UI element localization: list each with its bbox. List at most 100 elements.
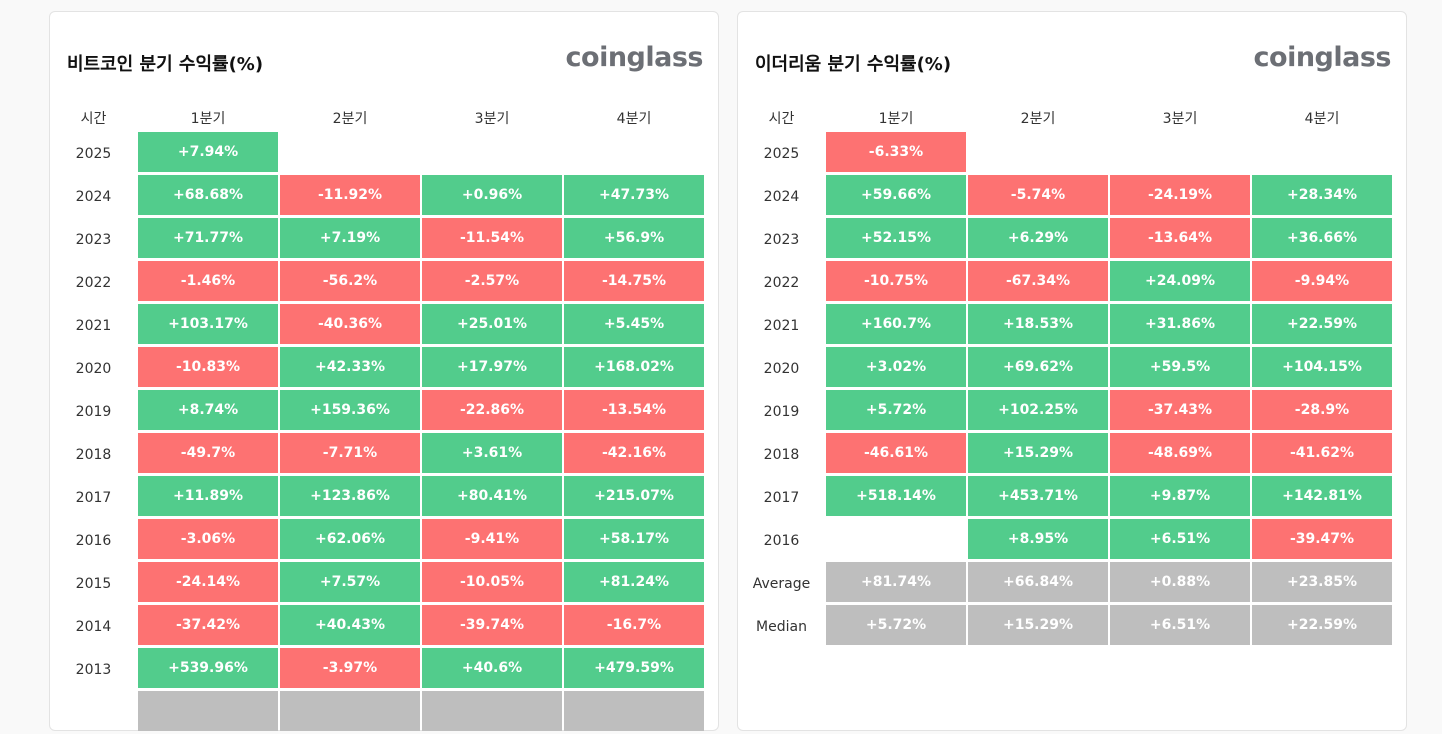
return-cell: +6.51% — [1110, 519, 1250, 559]
row-label: 2022 — [75, 274, 112, 291]
return-cell: -11.54% — [422, 218, 562, 258]
return-cell: +81.24% — [564, 562, 704, 602]
return-cell: -11.92% — [280, 175, 420, 215]
table-row: 2024 +68.68% -11.92% +0.96% +47.73% — [50, 175, 705, 218]
return-cell: -6.33% — [826, 132, 966, 172]
return-cell: +22.59% — [1252, 304, 1392, 344]
return-cell: +160.7% — [826, 304, 966, 344]
coinglass-logo: coinglass — [1253, 42, 1392, 73]
return-cell: +47.73% — [564, 175, 704, 215]
return-cell — [422, 132, 562, 172]
table-row: 2015 -24.14% +7.57% -10.05% +81.24% — [50, 562, 705, 605]
return-cell: -14.75% — [564, 261, 704, 301]
return-cell: +52.15% — [826, 218, 966, 258]
return-cell: -3.97% — [280, 648, 420, 688]
column-header: 시간 — [768, 111, 795, 127]
return-cell: -10.83% — [138, 347, 278, 387]
return-cell: +6.29% — [968, 218, 1108, 258]
return-cell: -67.34% — [968, 261, 1108, 301]
return-cell: +168.02% — [564, 347, 704, 387]
return-cell: +7.57% — [280, 562, 420, 602]
return-cell: +7.19% — [280, 218, 420, 258]
return-cell: +159.36% — [280, 390, 420, 430]
return-cell: +71.77% — [138, 218, 278, 258]
column-header: 2분기 — [332, 111, 368, 127]
return-cell: +5.72% — [826, 390, 966, 430]
return-cell — [280, 132, 420, 172]
row-label: 2022 — [763, 274, 800, 291]
table-row: 2024 +59.66% -5.74% -24.19% +28.34% — [738, 175, 1393, 218]
table-row: 2018 -49.7% -7.71% +3.61% -42.16% — [50, 433, 705, 476]
column-header: 2분기 — [1020, 111, 1056, 127]
return-cell: +36.66% — [1252, 218, 1392, 258]
table-row: 2018 -46.61% +15.29% -48.69% -41.62% — [738, 433, 1393, 476]
return-cell: -41.62% — [1252, 433, 1392, 473]
panel-title: 이더리움 분기 수익률(%) — [755, 54, 952, 75]
return-cell: +23.85% — [1252, 562, 1392, 602]
return-cell: -24.19% — [1110, 175, 1250, 215]
return-cell: -13.54% — [564, 390, 704, 430]
return-cell: +15.29% — [968, 433, 1108, 473]
return-cell — [138, 691, 278, 731]
row-label: 2021 — [75, 317, 112, 334]
return-cell: +40.43% — [280, 605, 420, 645]
table-row: 2014 -37.42% +40.43% -39.74% -16.7% — [50, 605, 705, 648]
header-row: 시간 1분기 2분기 3분기 4분기 — [738, 104, 1393, 132]
row-label: 2013 — [75, 661, 112, 678]
return-cell: +66.84% — [968, 562, 1108, 602]
column-header: 4분기 — [1304, 111, 1340, 127]
table-row: 2016 +8.95% +6.51% -39.47% — [738, 519, 1393, 562]
table-row: 2020 -10.83% +42.33% +17.97% +168.02% — [50, 347, 705, 390]
return-cell: +9.87% — [1110, 476, 1250, 516]
return-cell: -9.94% — [1252, 261, 1392, 301]
return-cell: +103.17% — [138, 304, 278, 344]
return-cell: +58.17% — [564, 519, 704, 559]
row-label: Average — [752, 575, 811, 592]
btc-quarterly-returns-panel: 비트코인 분기 수익률(%) coinglass 시간 1분기 2분기 3분기 4분기 2… — [49, 11, 719, 731]
return-cell: +69.62% — [968, 347, 1108, 387]
row-label: 2016 — [763, 532, 800, 549]
return-cell: -40.36% — [280, 304, 420, 344]
column-header: 1분기 — [878, 111, 914, 127]
row-label: 2014 — [75, 618, 112, 635]
return-cell: +62.06% — [280, 519, 420, 559]
return-cell: -37.43% — [1110, 390, 1250, 430]
row-label: 2023 — [75, 231, 112, 248]
table-row: 2020 +3.02% +69.62% +59.5% +104.15% — [738, 347, 1393, 390]
row-label: 2016 — [75, 532, 112, 549]
table-row: 2021 +103.17% -40.36% +25.01% +5.45% — [50, 304, 705, 347]
return-cell: +0.96% — [422, 175, 562, 215]
return-cell: +59.5% — [1110, 347, 1250, 387]
return-cell: -5.74% — [968, 175, 1108, 215]
return-cell: -1.46% — [138, 261, 278, 301]
return-cell: +28.34% — [1252, 175, 1392, 215]
return-cell: +102.25% — [968, 390, 1108, 430]
table-row: 2022 -1.46% -56.2% -2.57% -14.75% — [50, 261, 705, 304]
table-row: 2021 +160.7% +18.53% +31.86% +22.59% — [738, 304, 1393, 347]
column-header: 1분기 — [190, 111, 226, 127]
return-cell: +479.59% — [564, 648, 704, 688]
row-label: 2020 — [75, 360, 112, 377]
return-cell: +11.89% — [138, 476, 278, 516]
row-label: 2015 — [75, 575, 112, 592]
return-cell: +22.59% — [1252, 605, 1392, 645]
return-cell: +31.86% — [1110, 304, 1250, 344]
table-row: Median +5.72% +15.29% +6.51% +22.59% — [738, 605, 1393, 648]
row-label: 2024 — [75, 188, 112, 205]
return-cell: -46.61% — [826, 433, 966, 473]
header-row: 시간 1분기 2분기 3분기 4분기 — [50, 104, 705, 132]
return-cell: -37.42% — [138, 605, 278, 645]
return-cell: +42.33% — [280, 347, 420, 387]
return-cell: +123.86% — [280, 476, 420, 516]
return-cell: +539.96% — [138, 648, 278, 688]
table-row: 2019 +8.74% +159.36% -22.86% -13.54% — [50, 390, 705, 433]
return-cell: +6.51% — [1110, 605, 1250, 645]
row-label: 2020 — [763, 360, 800, 377]
return-cell: -22.86% — [422, 390, 562, 430]
row-label: 2025 — [75, 145, 112, 162]
return-cell: -49.7% — [138, 433, 278, 473]
table-row: 2023 +71.77% +7.19% -11.54% +56.9% — [50, 218, 705, 261]
return-cell: +59.66% — [826, 175, 966, 215]
return-cell: +3.02% — [826, 347, 966, 387]
return-cell: +24.09% — [1110, 261, 1250, 301]
